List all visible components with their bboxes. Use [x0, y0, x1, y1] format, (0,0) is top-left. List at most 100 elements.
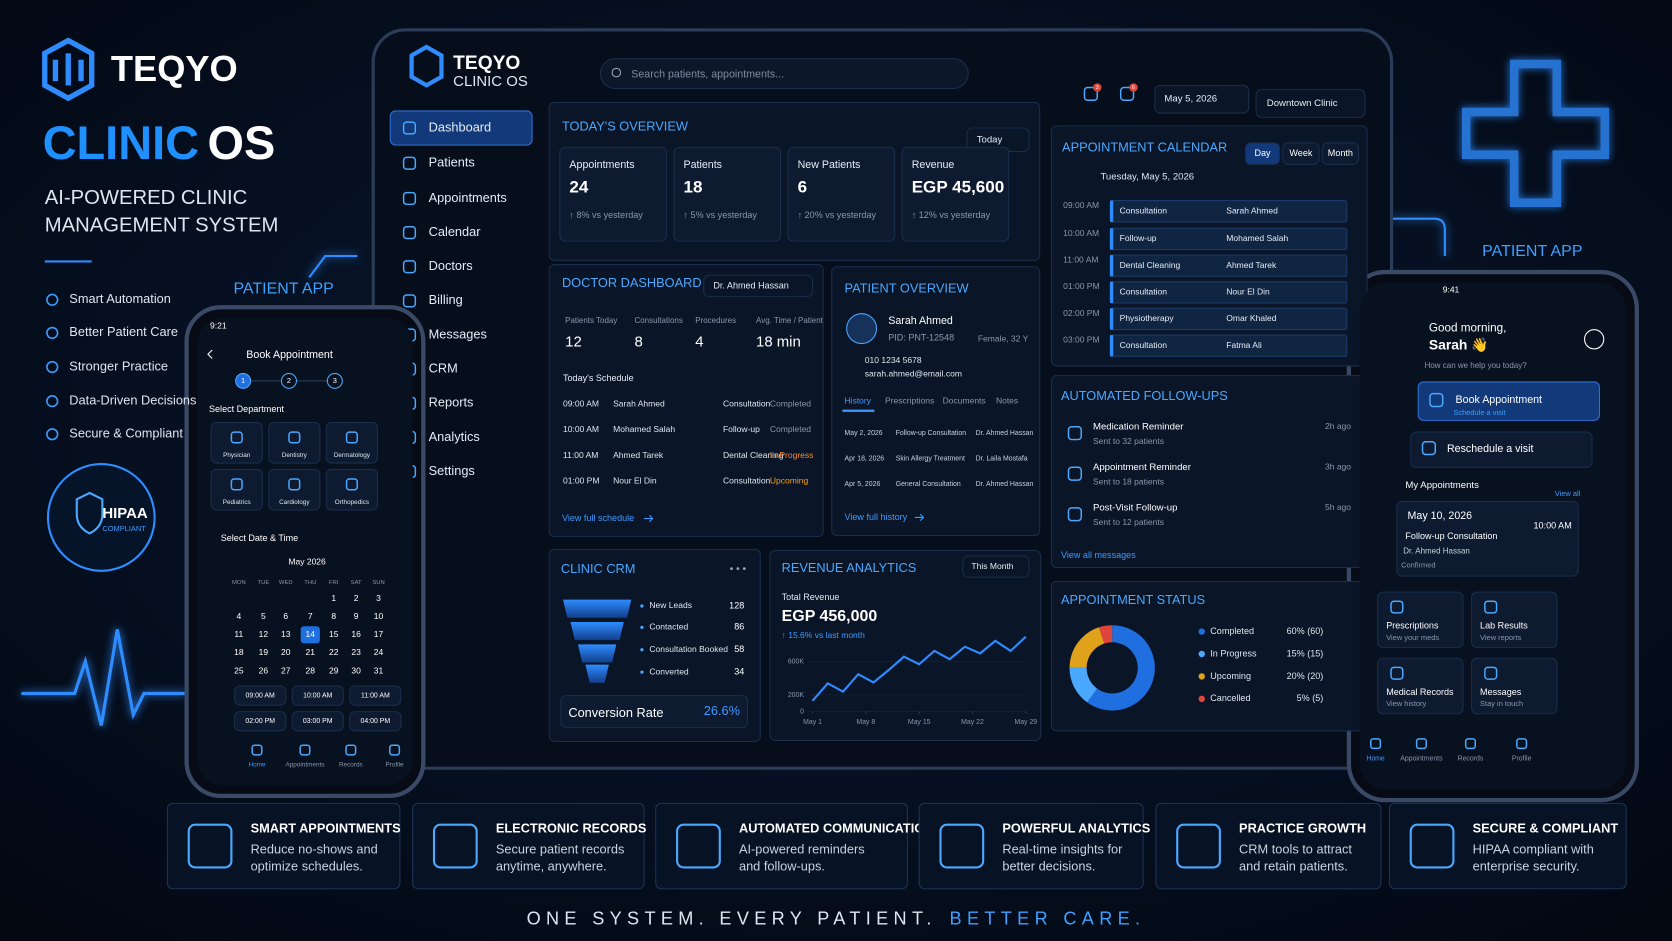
- day[interactable]: 31: [374, 665, 384, 675]
- day[interactable]: 7: [308, 611, 313, 621]
- nav-item[interactable]: Appointments: [429, 190, 507, 205]
- tile[interactable]: [1377, 657, 1464, 715]
- doctor-select[interactable]: [703, 274, 814, 298]
- tile[interactable]: [1377, 591, 1464, 649]
- department-label[interactable]: Dentistry: [282, 452, 308, 459]
- day[interactable]: 24: [374, 647, 384, 657]
- tile-sub[interactable]: Stay in touch: [1480, 699, 1523, 708]
- department-label[interactable]: Dermatology: [334, 452, 371, 459]
- time-label[interactable]: 04:00 PM: [361, 718, 391, 725]
- day[interactable]: 5: [261, 611, 266, 621]
- time-label[interactable]: 09:00 AM: [246, 692, 275, 699]
- tab-label[interactable]: Profile: [1512, 755, 1532, 762]
- day[interactable]: 25: [234, 665, 244, 675]
- tab[interactable]: Documents: [943, 395, 986, 405]
- nav-item[interactable]: Reports: [429, 395, 474, 410]
- day[interactable]: 18: [234, 647, 244, 657]
- nav-item[interactable]: Billing: [429, 292, 463, 307]
- day[interactable]: 29: [329, 665, 339, 675]
- tile-sub[interactable]: View your meds: [1386, 633, 1439, 642]
- department-label[interactable]: Pediatrics: [223, 499, 251, 506]
- filter-value[interactable]: This Month: [971, 561, 1013, 571]
- tab-label[interactable]: Records: [339, 762, 363, 769]
- date-select[interactable]: [1154, 84, 1250, 114]
- filter-value[interactable]: Today: [977, 134, 1003, 145]
- day[interactable]: 3: [376, 593, 381, 603]
- nav-item[interactable]: Doctors: [429, 258, 473, 273]
- nav-item[interactable]: Patients: [429, 155, 475, 170]
- tab-label[interactable]: Profile: [386, 762, 405, 769]
- day[interactable]: 17: [374, 629, 384, 639]
- button-sub[interactable]: Schedule a visit: [1453, 408, 1506, 417]
- day[interactable]: 4: [236, 611, 241, 621]
- book-button[interactable]: [1417, 381, 1601, 421]
- time-label[interactable]: 02:00 PM: [245, 718, 275, 725]
- link[interactable]: View all messages: [1061, 550, 1136, 560]
- view-tab[interactable]: [1244, 142, 1281, 165]
- nav-item[interactable]: Calendar: [429, 224, 482, 239]
- tab-label[interactable]: Home: [1366, 755, 1385, 762]
- clinic-select[interactable]: [1255, 89, 1366, 118]
- time-slot[interactable]: [291, 685, 344, 706]
- link[interactable]: View full schedule: [562, 513, 634, 523]
- nav-item[interactable]: Dashboard: [429, 119, 492, 134]
- date-value[interactable]: May 5, 2026: [1164, 94, 1217, 105]
- nav-item[interactable]: Messages: [429, 326, 487, 341]
- tile-sub[interactable]: View reports: [1480, 633, 1522, 642]
- day[interactable]: 21: [306, 647, 316, 657]
- day[interactable]: 16: [351, 629, 361, 639]
- nav-item[interactable]: CRM: [429, 361, 458, 376]
- day[interactable]: 1: [331, 593, 336, 603]
- tile-title[interactable]: Medical Records: [1386, 687, 1454, 697]
- day[interactable]: 8: [331, 611, 336, 621]
- time-slot[interactable]: [349, 685, 402, 706]
- day[interactable]: 15: [329, 629, 339, 639]
- tile-title[interactable]: Lab Results: [1480, 621, 1528, 631]
- time-slot[interactable]: [234, 711, 287, 732]
- time-slot[interactable]: [234, 685, 287, 706]
- day[interactable]: 11: [234, 629, 243, 639]
- tab[interactable]: History: [845, 395, 872, 405]
- day[interactable]: 2: [354, 593, 359, 603]
- nav-item[interactable]: Analytics: [429, 429, 480, 444]
- view-tab[interactable]: [1282, 142, 1320, 165]
- department-label[interactable]: Orthopedics: [335, 499, 369, 506]
- day[interactable]: 12: [259, 629, 269, 639]
- view-tab-label[interactable]: Month: [1328, 148, 1353, 158]
- tile[interactable]: [1470, 657, 1558, 715]
- day[interactable]: 27: [281, 665, 291, 675]
- day[interactable]: 30: [351, 665, 361, 675]
- tab[interactable]: Prescriptions: [885, 395, 934, 405]
- view-tab[interactable]: [1321, 142, 1360, 165]
- doctor-value[interactable]: Dr. Ahmed Hassan: [713, 280, 788, 290]
- day[interactable]: 9: [354, 611, 359, 621]
- button-label[interactable]: Reschedule a visit: [1447, 443, 1533, 455]
- view-tab-label[interactable]: Week: [1289, 148, 1312, 158]
- button-label[interactable]: Book Appointment: [1456, 394, 1543, 406]
- time-label[interactable]: 11:00 AM: [361, 692, 390, 699]
- tab-label[interactable]: Appointments: [285, 762, 324, 769]
- link[interactable]: View full history: [845, 512, 908, 522]
- day[interactable]: 10: [374, 611, 384, 621]
- department-label[interactable]: Cardiology: [279, 499, 310, 506]
- tile-title[interactable]: Messages: [1480, 687, 1522, 697]
- view-tab-label[interactable]: Day: [1254, 148, 1271, 158]
- tile[interactable]: [1470, 591, 1558, 649]
- time-label[interactable]: 03:00 PM: [303, 718, 333, 725]
- tab[interactable]: Notes: [996, 395, 1018, 405]
- tile-title[interactable]: Prescriptions: [1386, 621, 1439, 631]
- time-label[interactable]: 10:00 AM: [303, 692, 332, 699]
- time-slot[interactable]: [291, 711, 344, 732]
- day[interactable]: 28: [306, 665, 316, 675]
- search-placeholder[interactable]: Search patients, appointments...: [631, 68, 784, 80]
- clinic-value[interactable]: Downtown Clinic: [1267, 98, 1338, 109]
- day[interactable]: 23: [351, 647, 361, 657]
- tab-label[interactable]: Home: [248, 762, 265, 769]
- tile-sub[interactable]: View history: [1386, 699, 1426, 708]
- day[interactable]: 6: [283, 611, 288, 621]
- search-box[interactable]: [599, 58, 969, 90]
- day[interactable]: 14: [306, 629, 316, 639]
- link[interactable]: View all: [1555, 489, 1581, 498]
- reschedule-button[interactable]: [1410, 431, 1593, 468]
- department-label[interactable]: Physician: [223, 452, 251, 459]
